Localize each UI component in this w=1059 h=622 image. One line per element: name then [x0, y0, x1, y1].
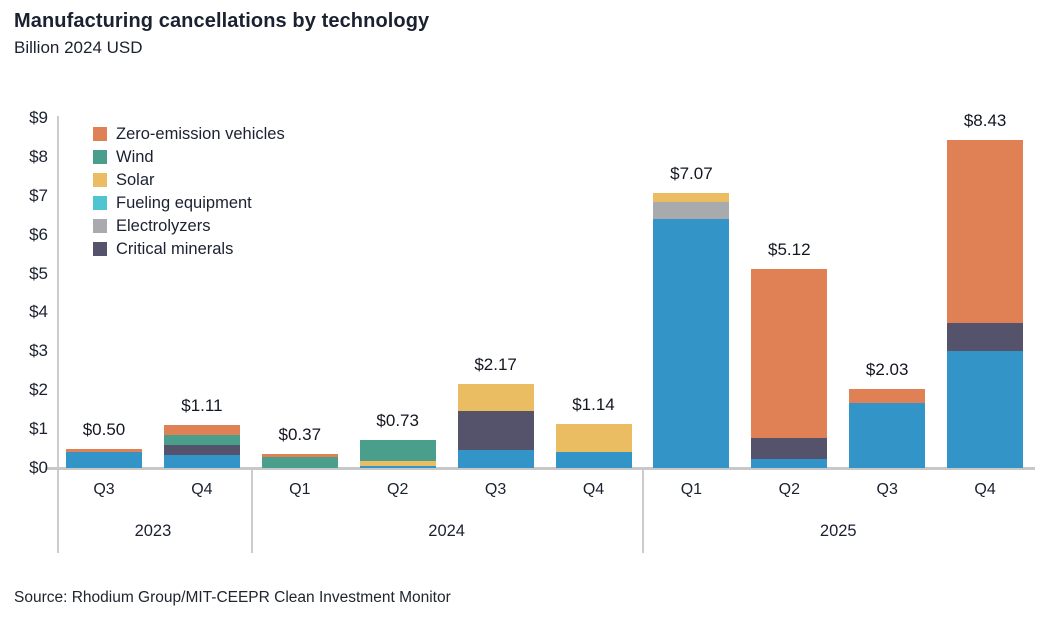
bar-total-label: $0.50 — [82, 419, 126, 439]
segment-zero_emission_vehicles — [163, 424, 240, 435]
segment-zero_emission_vehicles — [751, 268, 828, 439]
legend: Zero-emission vehicles Wind Solar Fueling e… — [93, 125, 285, 258]
y-tick-label: $9 — [29, 107, 48, 127]
segment-zero_emission_vehicles — [66, 448, 142, 453]
segment-critical_minerals — [751, 438, 828, 460]
bar-2025-Q1 — [653, 192, 730, 468]
bar-total-label: $7.07 — [670, 163, 713, 183]
bar-total-label: $1.11 — [181, 395, 223, 415]
bar-2023-Q3 — [66, 448, 142, 468]
legend-swatch-critical_minerals — [93, 242, 107, 256]
x-label-year: 2025 — [819, 522, 857, 540]
legend-label: Critical minerals — [116, 239, 234, 258]
segment-blue — [555, 451, 632, 468]
legend-swatch-electrolyzers — [93, 219, 107, 233]
bar-total-label: $8.43 — [963, 111, 1007, 131]
bar-2024-Q2 — [359, 439, 436, 468]
segment-critical_minerals — [163, 444, 240, 456]
segment-blue — [457, 450, 534, 468]
bar-2024-Q4 — [555, 423, 632, 468]
segment-wind — [359, 439, 436, 462]
y-tick-label: $0 — [29, 458, 48, 477]
segment-blue — [66, 452, 142, 468]
segment-wind — [261, 457, 338, 468]
segment-solar — [457, 383, 534, 411]
source-note: Source: Rhodium Group/MIT-CEEPR Clean In… — [14, 589, 451, 606]
bar-2023-Q4 — [163, 424, 240, 468]
bar-2024-Q3 — [457, 383, 534, 468]
bar-2025-Q4 — [947, 140, 1024, 468]
bar-2024-Q1 — [261, 453, 338, 468]
x-axis-baseline — [45, 467, 1035, 470]
legend-swatch-wind — [93, 150, 107, 164]
y-tick-label: $4 — [29, 302, 48, 322]
legend-item-wind: Wind — [93, 148, 285, 166]
segment-critical_minerals — [457, 410, 534, 451]
x-tick-quarter: Q3 — [484, 481, 507, 498]
bar-total-label: $2.17 — [474, 354, 517, 374]
x-tick-quarter: Q3 — [876, 481, 898, 498]
y-tick-label: $6 — [29, 224, 48, 244]
segment-blue — [359, 466, 436, 468]
x-tick-quarter: Q1 — [680, 481, 703, 498]
y-axis-line — [57, 116, 59, 553]
x-tick-quarter: Q2 — [387, 481, 409, 498]
y-tick-label: $2 — [29, 380, 48, 400]
legend-item-electrolyzers: Electrolyzers — [93, 217, 285, 235]
segment-critical_minerals — [947, 323, 1024, 352]
segment-blue — [849, 402, 926, 468]
chart-subtitle: Billion 2024 USD — [14, 38, 143, 57]
segment-solar — [359, 461, 436, 467]
bar-2025-Q2 — [751, 268, 828, 468]
legend-item-fueling_equipment: Fueling equipment — [93, 194, 285, 212]
y-tick-label: $1 — [29, 419, 48, 439]
y-tick-label: $3 — [29, 341, 48, 361]
legend-swatch-fueling_equipment — [93, 196, 107, 210]
segment-solar — [555, 423, 632, 452]
x-tick-quarter: Q4 — [191, 481, 213, 498]
segment-blue — [653, 219, 730, 468]
legend-label: Electrolyzers — [116, 216, 211, 235]
bar-total-label: $0.73 — [376, 410, 419, 430]
x-tick-quarter: Q4 — [974, 481, 996, 498]
segment-zero_emission_vehicles — [261, 453, 338, 458]
segment-zero_emission_vehicles — [849, 389, 926, 403]
bar-total-label: $1.14 — [572, 394, 615, 414]
y-tick-label: $7 — [29, 185, 48, 205]
x-tick-quarter: Q4 — [582, 481, 605, 498]
segment-wind — [163, 434, 240, 445]
segment-zero_emission_vehicles — [947, 140, 1024, 324]
legend-label: Wind — [116, 147, 154, 166]
legend-item-critical_minerals: Critical minerals — [93, 240, 285, 258]
y-tick-label: $5 — [29, 263, 48, 283]
legend-swatch-solar — [93, 173, 107, 187]
chart-title: Manufacturing cancellations by technolog… — [14, 10, 430, 32]
x-tick-quarter: Q3 — [93, 481, 115, 498]
legend-label: Solar — [116, 170, 155, 189]
legend-item-zero_emission_vehicles: Zero-emission vehicles — [93, 125, 285, 143]
x-tick-quarter: Q2 — [778, 481, 800, 498]
year-group-divider — [642, 470, 645, 553]
year-group-divider — [57, 470, 59, 553]
segment-solar — [653, 192, 730, 203]
segment-blue — [947, 351, 1024, 468]
segment-electrolyzers — [653, 202, 730, 220]
bar-total-label: $0.37 — [278, 424, 322, 444]
x-label-year: 2023 — [134, 522, 172, 540]
year-group-divider — [250, 470, 253, 553]
bar-total-label: $2.03 — [865, 360, 909, 380]
bar-total-label: $5.12 — [768, 239, 811, 259]
x-label-year: 2024 — [428, 522, 465, 540]
legend-item-solar: Solar — [93, 171, 285, 189]
bar-2025-Q3 — [849, 389, 926, 468]
y-tick-label: $8 — [29, 146, 48, 166]
legend-swatch-zero_emission_vehicles — [93, 127, 107, 141]
x-tick-quarter: Q1 — [289, 481, 311, 498]
legend-label: Zero-emission vehicles — [116, 124, 285, 143]
segment-blue — [751, 459, 828, 468]
segment-blue — [163, 455, 240, 468]
legend-label: Fueling equipment — [116, 193, 252, 212]
